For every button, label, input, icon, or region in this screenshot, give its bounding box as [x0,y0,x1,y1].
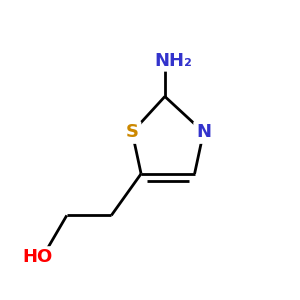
Text: S: S [126,123,139,141]
Text: HO: HO [22,248,52,266]
Text: NH₂: NH₂ [155,52,193,70]
Text: N: N [196,123,211,141]
